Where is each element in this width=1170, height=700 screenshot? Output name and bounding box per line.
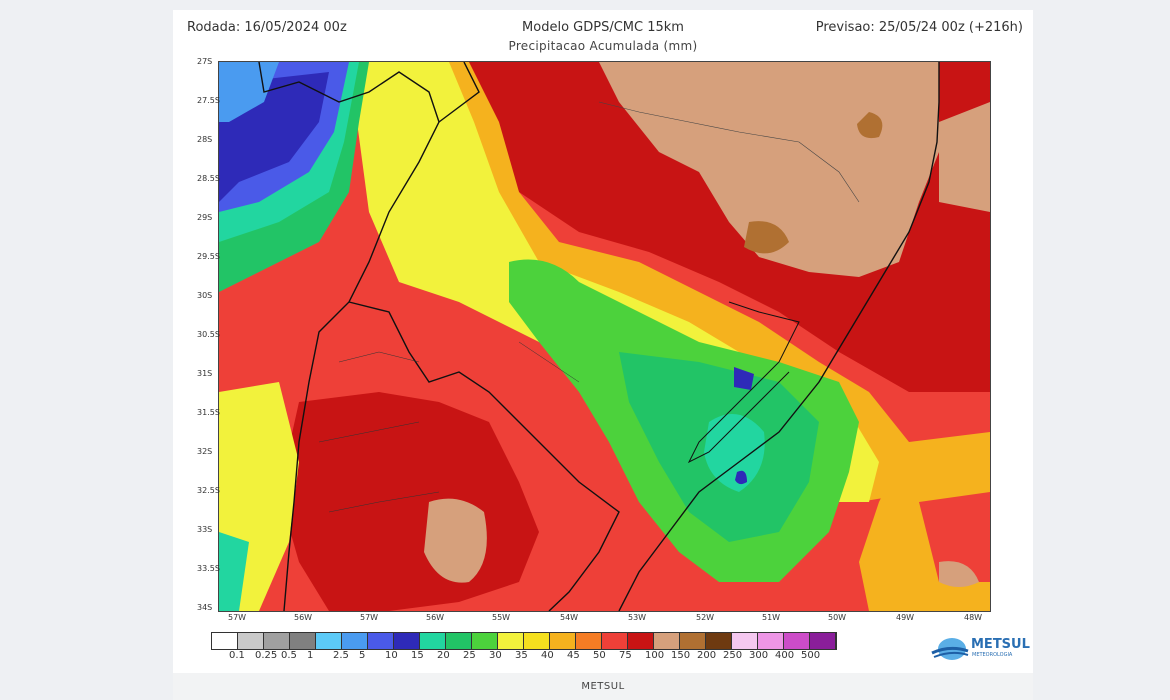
- color-scale-swatch: [550, 633, 576, 649]
- lat-label: 30S: [197, 291, 213, 300]
- metsul-logo: METSUL METEOROLOGIA: [930, 635, 1030, 663]
- color-scale-swatch: [316, 633, 342, 649]
- lat-label: 27.5S: [197, 96, 220, 105]
- color-scale-swatch: [212, 633, 238, 649]
- color-scale-swatch: [784, 633, 810, 649]
- color-scale-label: 25: [463, 650, 476, 661]
- color-scale-swatch: [264, 633, 290, 649]
- color-scale-label: 10: [385, 650, 398, 661]
- lat-label: 33.5S: [197, 564, 220, 573]
- map-canvas: [219, 62, 990, 611]
- logo-name: METSUL: [971, 637, 1030, 652]
- run-time-label: Rodada: 16/05/2024 00z: [187, 20, 347, 35]
- forecast-card: Rodada: 16/05/2024 00z Modelo GDPS/CMC 1…: [173, 10, 1033, 700]
- color-scale-label: 30: [489, 650, 502, 661]
- lon-label: 57W: [228, 613, 247, 622]
- lon-label: 53W: [628, 613, 647, 622]
- color-scale-label: 0.5: [281, 650, 297, 661]
- color-scale-swatch: [602, 633, 628, 649]
- color-scale-swatch: [342, 633, 368, 649]
- forecast-time-label: Previsao: 25/05/24 00z (+216h): [815, 20, 1023, 35]
- color-scale-label: 400: [775, 650, 795, 661]
- color-scale-swatch: [524, 633, 550, 649]
- color-scale-swatch: [238, 633, 264, 649]
- lat-label: 33S: [197, 525, 213, 534]
- model-title: Modelo GDPS/CMC 15km: [522, 20, 684, 35]
- lat-label: 31S: [197, 369, 213, 378]
- color-scale-swatch: [628, 633, 654, 649]
- color-scale-label: 15: [411, 650, 424, 661]
- color-scale-bar: [211, 632, 837, 650]
- color-scale-label: 40: [541, 650, 554, 661]
- lon-label: 57W: [360, 613, 379, 622]
- color-scale-label: 200: [697, 650, 717, 661]
- lat-label: 31.5S: [197, 408, 220, 417]
- color-scale-swatch: [368, 633, 394, 649]
- color-scale-label: 500: [801, 650, 821, 661]
- color-scale-swatch: [498, 633, 524, 649]
- color-scale-label: 2.5: [333, 650, 349, 661]
- color-scale-label: 300: [749, 650, 769, 661]
- lon-label: 55W: [492, 613, 511, 622]
- color-scale-swatch: [758, 633, 784, 649]
- map-subtitle: Precipitacao Acumulada (mm): [508, 39, 698, 53]
- lat-label: 28.5S: [197, 174, 220, 183]
- color-scale-label: 250: [723, 650, 743, 661]
- lat-label: 34S: [197, 603, 213, 612]
- lon-label: 48W: [964, 613, 983, 622]
- precipitation-map: [218, 61, 991, 612]
- color-scale-label: 75: [619, 650, 632, 661]
- color-scale-label: 1: [307, 650, 314, 661]
- logo-tagline: METEOROLOGIA: [972, 652, 1013, 658]
- lat-label: 30.5S: [197, 330, 220, 339]
- globe-icon: [931, 638, 969, 660]
- lat-label: 29.5S: [197, 252, 220, 261]
- color-scale-swatch: [810, 633, 836, 649]
- color-scale-label: 50: [593, 650, 606, 661]
- color-scale-label: 5: [359, 650, 366, 661]
- color-scale-label: 150: [671, 650, 691, 661]
- color-scale-swatch: [446, 633, 472, 649]
- lon-label: 56W: [294, 613, 313, 622]
- color-scale-swatch: [394, 633, 420, 649]
- lon-label: 51W: [762, 613, 781, 622]
- color-scale-label: 0.25: [255, 650, 278, 661]
- color-scale-label: 100: [645, 650, 665, 661]
- color-scale-swatch: [706, 633, 732, 649]
- color-scale-swatch: [290, 633, 316, 649]
- lon-label: 54W: [560, 613, 579, 622]
- color-scale-swatch: [680, 633, 706, 649]
- color-scale-label: 35: [515, 650, 528, 661]
- image-caption: METSUL: [173, 673, 1033, 700]
- lon-label: 56W: [426, 613, 445, 622]
- color-scale-label: 0.1: [229, 650, 245, 661]
- lat-label: 29S: [197, 213, 213, 222]
- color-scale-swatch: [732, 633, 758, 649]
- lon-label: 50W: [828, 613, 847, 622]
- color-scale-swatch: [654, 633, 680, 649]
- color-scale-label: 45: [567, 650, 580, 661]
- color-scale-swatch: [576, 633, 602, 649]
- lon-label: 49W: [896, 613, 915, 622]
- color-scale-label: 20: [437, 650, 450, 661]
- lat-label: 32.5S: [197, 486, 220, 495]
- lat-label: 28S: [197, 135, 213, 144]
- color-scale-swatch: [420, 633, 446, 649]
- lat-label: 27S: [197, 57, 213, 66]
- lat-label: 32S: [197, 447, 213, 456]
- lon-label: 52W: [696, 613, 715, 622]
- color-scale-swatch: [472, 633, 498, 649]
